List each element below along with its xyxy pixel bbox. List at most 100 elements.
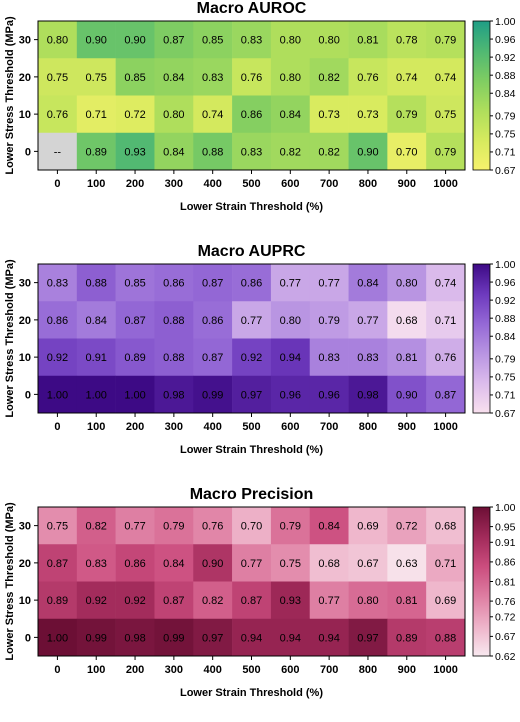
cell-label: 0.86 xyxy=(124,558,145,570)
heatmap-cell xyxy=(270,544,311,582)
cell-label: 0.74 xyxy=(435,278,456,290)
heatmap-cell xyxy=(232,581,272,620)
heatmap-cell xyxy=(38,301,78,339)
heatmap-cell xyxy=(232,618,272,657)
heatmap-cell xyxy=(76,581,116,620)
y-tick-label: 30 xyxy=(19,278,31,290)
heatmap-cell xyxy=(270,58,311,96)
heatmap-cell xyxy=(348,375,388,414)
cell-label: 0.92 xyxy=(86,595,107,607)
colorbar-tick-label: 0.92 xyxy=(495,295,516,307)
colorbar-tick-label: 0.96 xyxy=(495,34,516,46)
heatmap-cell xyxy=(232,21,272,59)
heatmap-cell xyxy=(38,95,78,134)
cell-label: 0.80 xyxy=(280,315,301,327)
cell-label: 0.89 xyxy=(47,595,68,607)
heatmap-cell xyxy=(193,264,233,302)
heatmap-cell xyxy=(154,132,194,171)
y-tick-label: 10 xyxy=(19,352,31,364)
cell-label: 0.89 xyxy=(86,146,107,158)
colorbar-tick-label: 0.88 xyxy=(495,70,516,82)
heatmap-cell xyxy=(387,507,427,545)
heatmap-cell xyxy=(115,375,155,414)
cell-label: 0.80 xyxy=(357,595,378,607)
x-tick-label: 200 xyxy=(126,421,144,433)
cell-label: 0.99 xyxy=(202,389,223,401)
x-tick-label: 1000 xyxy=(433,178,457,190)
heatmap-cell xyxy=(426,21,466,59)
heatmap-cell xyxy=(348,264,388,302)
colorbar-tick-label: 1.00 xyxy=(495,502,516,514)
heatmap-cell xyxy=(76,132,116,171)
heatmap-cell xyxy=(270,375,311,414)
cell-label: 0.78 xyxy=(396,35,417,47)
cell-label: 0.74 xyxy=(202,109,223,121)
heatmap-cell xyxy=(154,581,194,620)
heatmap-cell xyxy=(387,21,427,59)
heatmap-cell xyxy=(76,375,116,414)
colorbar-tick-label: 0.79 xyxy=(495,111,516,123)
cell-label: 1.00 xyxy=(47,632,68,644)
cell-label: 0.76 xyxy=(435,352,456,364)
x-tick-label: 500 xyxy=(242,178,260,190)
heatmap-cell xyxy=(348,507,388,545)
cell-label: 0.73 xyxy=(357,109,378,121)
cell-label: 0.87 xyxy=(435,389,456,401)
colorbar xyxy=(472,263,491,414)
x-tick-label: 300 xyxy=(165,664,183,676)
heatmap-cell xyxy=(193,301,233,339)
cell-label: 0.77 xyxy=(318,595,339,607)
cell-label: 0.71 xyxy=(435,558,456,570)
heatmap-cell xyxy=(309,507,349,545)
colorbar-tick-label: 0.67 xyxy=(495,631,516,643)
x-tick-label: 900 xyxy=(398,421,416,433)
cell-label: 0.87 xyxy=(202,278,223,290)
cell-label: 0.91 xyxy=(86,352,107,364)
heatmap-cell xyxy=(309,544,349,582)
heatmap-cell xyxy=(348,21,388,59)
heatmap-cell xyxy=(387,264,427,302)
cell-label: 0.69 xyxy=(435,595,456,607)
heatmap-cell xyxy=(309,21,349,59)
cell-label: 0.74 xyxy=(435,72,456,84)
heatmap-cell xyxy=(348,95,388,134)
heatmap-cell xyxy=(426,544,466,582)
cell-label: 0.83 xyxy=(318,352,339,364)
cell-label: 0.67 xyxy=(357,558,378,570)
cell-label: 0.93 xyxy=(124,146,145,158)
x-tick-label: 800 xyxy=(359,178,377,190)
cell-label: 0.99 xyxy=(163,632,184,644)
x-tick-label: 800 xyxy=(359,664,377,676)
heatmap-cell xyxy=(348,581,388,620)
x-axis-label: Lower Strain Threshold (%) xyxy=(180,687,323,699)
heatmap-cell xyxy=(76,264,116,302)
chart-title: Macro Precision xyxy=(190,486,314,503)
heatmap-cell xyxy=(193,375,233,414)
heatmap-cell xyxy=(348,58,388,96)
heatmap-cell xyxy=(76,58,116,96)
heatmap-cell xyxy=(270,95,311,134)
x-tick-label: 1000 xyxy=(433,421,457,433)
cell-label: 0.92 xyxy=(47,352,68,364)
colorbar-tick-label: 0.71 xyxy=(495,390,516,402)
x-tick-label: 300 xyxy=(165,421,183,433)
cell-label: 0.98 xyxy=(124,632,145,644)
cell-label: 0.73 xyxy=(318,109,339,121)
colorbar-tick-label: 0.95 xyxy=(495,521,516,533)
cell-label: -- xyxy=(54,146,62,158)
colorbar-tick-label: 0.75 xyxy=(495,129,516,141)
heatmap-cell xyxy=(193,338,233,377)
heatmap-cell xyxy=(270,264,311,302)
y-tick-label: 30 xyxy=(19,35,31,47)
heatmap-cell xyxy=(115,301,155,339)
heatmap-cell xyxy=(154,507,194,545)
cell-label: 0.88 xyxy=(86,278,107,290)
heatmap-cell xyxy=(387,618,427,657)
x-tick-label: 700 xyxy=(320,178,338,190)
y-axis-label: Lower Stress Threshold (MPa) xyxy=(4,16,16,175)
cell-label: 0.84 xyxy=(86,315,107,327)
cell-label: 0.86 xyxy=(202,315,223,327)
heatmap-cell xyxy=(232,58,272,96)
cell-label: 0.97 xyxy=(357,632,378,644)
cell-label: 0.68 xyxy=(396,315,417,327)
